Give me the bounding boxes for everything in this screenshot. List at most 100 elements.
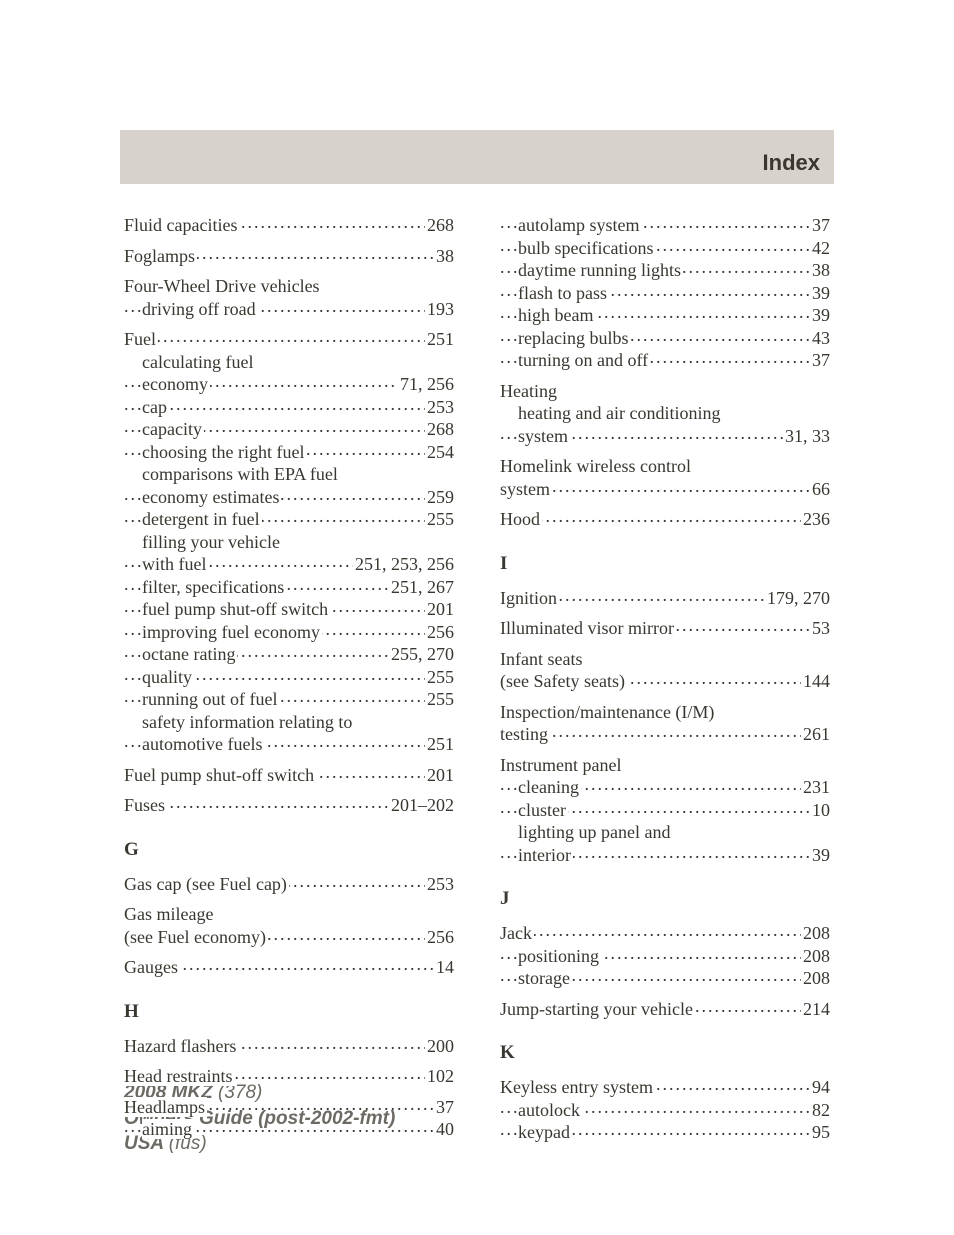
index-entry: Headlamps 37 xyxy=(124,1096,454,1119)
index-entry-label: Keyless entry system xyxy=(500,1077,655,1097)
index-entry: Ignition 179, 270 xyxy=(500,587,830,610)
index-entry-label: flash to pass xyxy=(518,283,609,303)
spacer xyxy=(124,1057,454,1065)
index-entry: Fluid capacities 268 xyxy=(124,214,454,237)
index-entry-label: Fuel xyxy=(124,329,158,349)
index-entry-label: Head restraints xyxy=(124,1066,234,1086)
index-entry-page: 208 xyxy=(801,967,830,990)
spacer xyxy=(124,948,454,956)
index-entry-label: calculating fuel xyxy=(142,352,255,372)
index-entry: Illuminated visor mirror 53 xyxy=(500,617,830,640)
index-entry: Gas mileage xyxy=(124,903,454,926)
spacer xyxy=(124,756,454,764)
index-entry-label: running out of fuel xyxy=(142,689,279,709)
index-entry: fuel pump shut-off switch 201 xyxy=(124,598,454,621)
index-entry: positioning 208 xyxy=(500,945,830,968)
index-entry-page: 256 xyxy=(425,926,454,949)
index-entry: filling your vehicle xyxy=(124,531,454,554)
spacer xyxy=(500,640,830,648)
index-entry: system 31, 33 xyxy=(500,425,830,448)
index-letter: I xyxy=(500,553,830,575)
index-entry-page: 37 xyxy=(810,214,830,237)
index-entry: heating and air conditioning xyxy=(500,402,830,425)
index-entry-page: 251, 253, 256 xyxy=(353,553,454,576)
spacer xyxy=(124,237,454,245)
index-entry-label: Homelink wireless control xyxy=(500,456,693,476)
index-entry-page: 261 xyxy=(801,723,830,746)
index-entry-page: 201 xyxy=(425,764,454,787)
index-entry-page: 236 xyxy=(801,508,830,531)
spacer xyxy=(500,500,830,508)
spacer xyxy=(124,895,454,903)
index-entry-label: capacity xyxy=(142,419,204,439)
index-letter: K xyxy=(500,1042,830,1064)
index-entry: daytime running lights 38 xyxy=(500,259,830,282)
index-entry-page: 43 xyxy=(810,327,830,350)
index-entry-label: Gas mileage xyxy=(124,904,215,924)
index-entry: lighting up panel and xyxy=(500,821,830,844)
index-entry: system 66 xyxy=(500,478,830,501)
index-entry-label: Gas cap (see Fuel cap) xyxy=(124,874,289,894)
index-entry-label: Heating xyxy=(500,381,559,401)
index-entry-label: bulb specifications xyxy=(518,238,655,258)
index-entry-label: filter, specifications xyxy=(142,577,286,597)
index-entry: Inspection/maintenance (I/M) xyxy=(500,701,830,724)
index-entry-page: 255 xyxy=(425,688,454,711)
index-entry-label: Fluid capacities xyxy=(124,215,239,235)
index-entry-label: Inspection/maintenance (I/M) xyxy=(500,702,716,722)
index-entry-label: Headlamps xyxy=(124,1097,207,1117)
index-entry: octane rating 255, 270 xyxy=(124,643,454,666)
index-entry-page: 251 xyxy=(425,328,454,351)
index-col-right: autolamp system 37bulb specifications 42… xyxy=(500,214,830,1144)
spacer xyxy=(500,447,830,455)
index-entry-page: 251, 267 xyxy=(389,576,454,599)
index-entry-label: automotive fuels xyxy=(142,734,264,754)
index-entry: Four-Wheel Drive vehicles xyxy=(124,275,454,298)
index-entry-label: high beam xyxy=(518,305,595,325)
index-entry-page: 40 xyxy=(434,1118,454,1141)
index-entry: replacing bulbs 43 xyxy=(500,327,830,350)
index-entry-page: 102 xyxy=(425,1065,454,1088)
index-entry: driving off road 193 xyxy=(124,298,454,321)
index-entry: running out of fuel 255 xyxy=(124,688,454,711)
index-entry: Hazard flashers 200 xyxy=(124,1035,454,1058)
index-entry: calculating fuel xyxy=(124,351,454,374)
index-entry-page: 38 xyxy=(810,259,830,282)
index-entry-label: Gauges xyxy=(124,957,180,977)
index-entry-page: 144 xyxy=(801,670,830,693)
index-entry-page: 82 xyxy=(810,1099,830,1122)
index-entry-label: Ignition xyxy=(500,588,559,608)
index-entry-page: 253 xyxy=(425,396,454,419)
index-entry-page: 253 xyxy=(425,873,454,896)
index-entry: testing 261 xyxy=(500,723,830,746)
index-entry: (see Fuel economy) 256 xyxy=(124,926,454,949)
index-entry-label: testing xyxy=(500,724,550,744)
index-entry: quality 255 xyxy=(124,666,454,689)
index-entry-label: safety information relating to xyxy=(142,712,354,732)
index-entry: Homelink wireless control xyxy=(500,455,830,478)
index-entry-label: daytime running lights xyxy=(518,260,683,280)
index-entry: storage 208 xyxy=(500,967,830,990)
index-entry: comparisons with EPA fuel xyxy=(124,463,454,486)
index-entry-label: turning on and off xyxy=(518,350,650,370)
index-entry-page: 255, 270 xyxy=(389,643,454,666)
index-entry-label: quality xyxy=(142,667,194,687)
index-entry-page: 31, 33 xyxy=(783,425,830,448)
index-entry: Fuel pump shut-off switch 201 xyxy=(124,764,454,787)
index-entry: automotive fuels 251 xyxy=(124,733,454,756)
index-entry-label: autolamp system xyxy=(518,215,641,235)
index-entry: filter, specifications 251, 267 xyxy=(124,576,454,599)
index-entry-page: 71, 256 xyxy=(398,373,454,396)
index-entry: cap 253 xyxy=(124,396,454,419)
index-letter: J xyxy=(500,888,830,910)
index-entry-label: autolock xyxy=(518,1100,582,1120)
index-entry-label: Jump-starting your vehicle xyxy=(500,999,695,1019)
index-entry-page: 94 xyxy=(810,1076,830,1099)
index-entry-page: 38 xyxy=(434,245,454,268)
index-entry: keypad 95 xyxy=(500,1121,830,1144)
spacer xyxy=(500,609,830,617)
index-entry: Heating xyxy=(500,380,830,403)
index-entry-label: fuel pump shut-off switch xyxy=(142,599,330,619)
index-letter: G xyxy=(124,839,454,861)
index-entry-page: 208 xyxy=(801,945,830,968)
